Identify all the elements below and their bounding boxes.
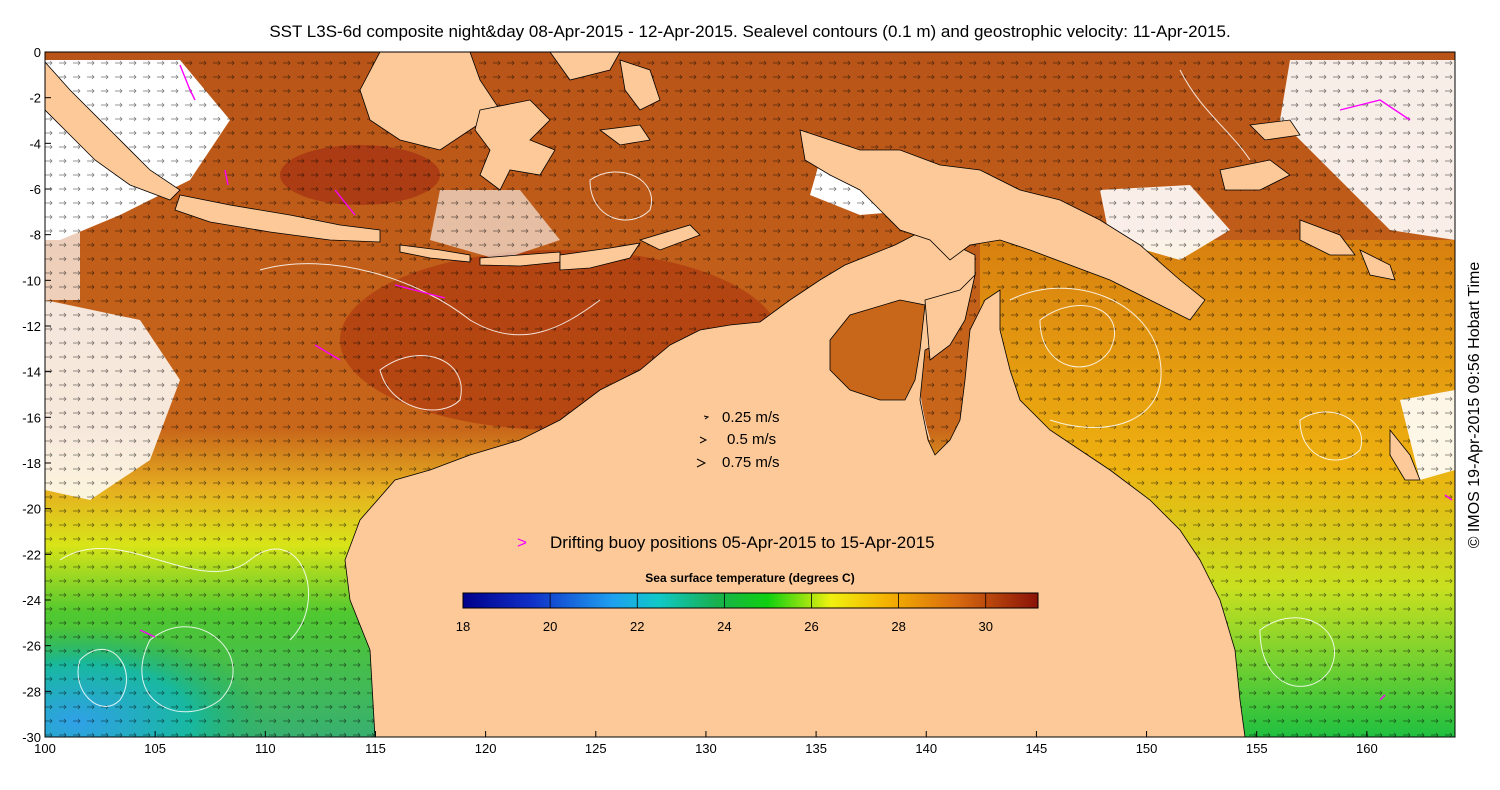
plot-frame (44, 51, 1456, 738)
y-tick-label: -28 (22, 684, 41, 699)
colorbar-scale (462, 592, 1039, 609)
sealevel-contours (59, 69, 1363, 713)
y-tick-label: 0 (34, 45, 41, 60)
colorbar-tick-label: 22 (630, 619, 644, 634)
land-sulawesi (474, 99, 556, 191)
y-tick-label: -22 (22, 547, 41, 562)
plot-area (45, 52, 1455, 737)
y-tick-label: -24 (22, 593, 41, 608)
x-tick-label: 120 (475, 741, 497, 756)
buoy-legend-label: Drifting buoy positions 05-Apr-2015 to 1… (550, 533, 935, 552)
velocity-legend-label: 0.25 m/s (722, 409, 780, 426)
x-tick-label: 110 (255, 741, 276, 756)
buoy-symbol: > (517, 533, 527, 552)
velocity-arrow-medium (699, 436, 708, 444)
x-axis: 100 105 110 115 120 125 130 135 140 145 150 155 160 (34, 731, 1378, 756)
colorbar-tick-label: 30 (978, 619, 992, 634)
y-tick-label: -2 (29, 91, 41, 106)
y-tick-label: -14 (22, 365, 41, 380)
colorbar-tick-label: 20 (543, 619, 557, 634)
x-tick-label: 150 (1136, 741, 1158, 756)
colorbar-tick-label: 18 (456, 619, 470, 634)
colorbar-tick-label: 26 (804, 619, 818, 634)
colorbar-tick-label: 28 (891, 619, 905, 634)
x-tick-label: 130 (695, 741, 717, 756)
y-tick-label: -16 (22, 410, 41, 425)
colorbar-tick-label: 24 (717, 619, 731, 634)
x-tick-label: 155 (1246, 741, 1268, 756)
x-tick-label: 105 (144, 741, 166, 756)
velocity-legend: 0.25 m/s 0.5 m/s 0.75 m/s (696, 409, 780, 471)
land-java (174, 194, 381, 243)
y-tick-label: -18 (22, 456, 41, 471)
velocity-legend-label: 0.5 m/s (727, 431, 776, 448)
x-tick-label: 160 (1356, 741, 1378, 756)
y-tick-label: -26 (22, 639, 41, 654)
velocity-legend-label: 0.75 m/s (722, 454, 780, 471)
land-borneo (359, 52, 501, 151)
y-tick-label: -10 (22, 273, 41, 288)
y-axis: 0 -2 -4 -6 -8 -10 -12 -14 -16 -18 -20 -22 -24 -26 -28 -… (22, 45, 51, 745)
colorbar-ticks: 18 20 22 24 26 28 30 (456, 593, 993, 634)
velocity-arrow-large (696, 458, 707, 468)
credit-text: © IMOS 19-Apr-2015 09:56 Hobart Time (1466, 261, 1483, 549)
velocity-arrow-small (703, 415, 710, 420)
buoy-legend: > Drifting buoy positions 05-Apr-2015 to… (517, 533, 935, 552)
x-tick-label: 145 (1026, 741, 1048, 756)
x-tick-label: 140 (915, 741, 937, 756)
land-masses (45, 52, 1421, 737)
x-tick-label: 125 (585, 741, 607, 756)
y-tick-label: -20 (22, 502, 41, 517)
colorbar-title: Sea surface temperature (degrees C) (645, 571, 854, 585)
colorbar: Sea surface temperature (degrees C) 18 20… (456, 571, 1039, 634)
x-tick-label: 115 (365, 741, 386, 756)
y-tick-label: -8 (29, 228, 41, 243)
y-tick-label: -6 (29, 182, 41, 197)
land-sumatra (45, 61, 181, 201)
y-tick-label: -12 (22, 319, 41, 334)
y-tick-label: -4 (29, 136, 41, 151)
x-tick-label: 135 (805, 741, 827, 756)
y-tick-label: -30 (22, 730, 41, 745)
buoy-positions (139, 64, 1453, 701)
x-tick-label: 100 (34, 741, 56, 756)
map-title: SST L3S-6d composite night&day 08-Apr-20… (269, 22, 1231, 41)
land-new-guinea (799, 129, 1206, 321)
